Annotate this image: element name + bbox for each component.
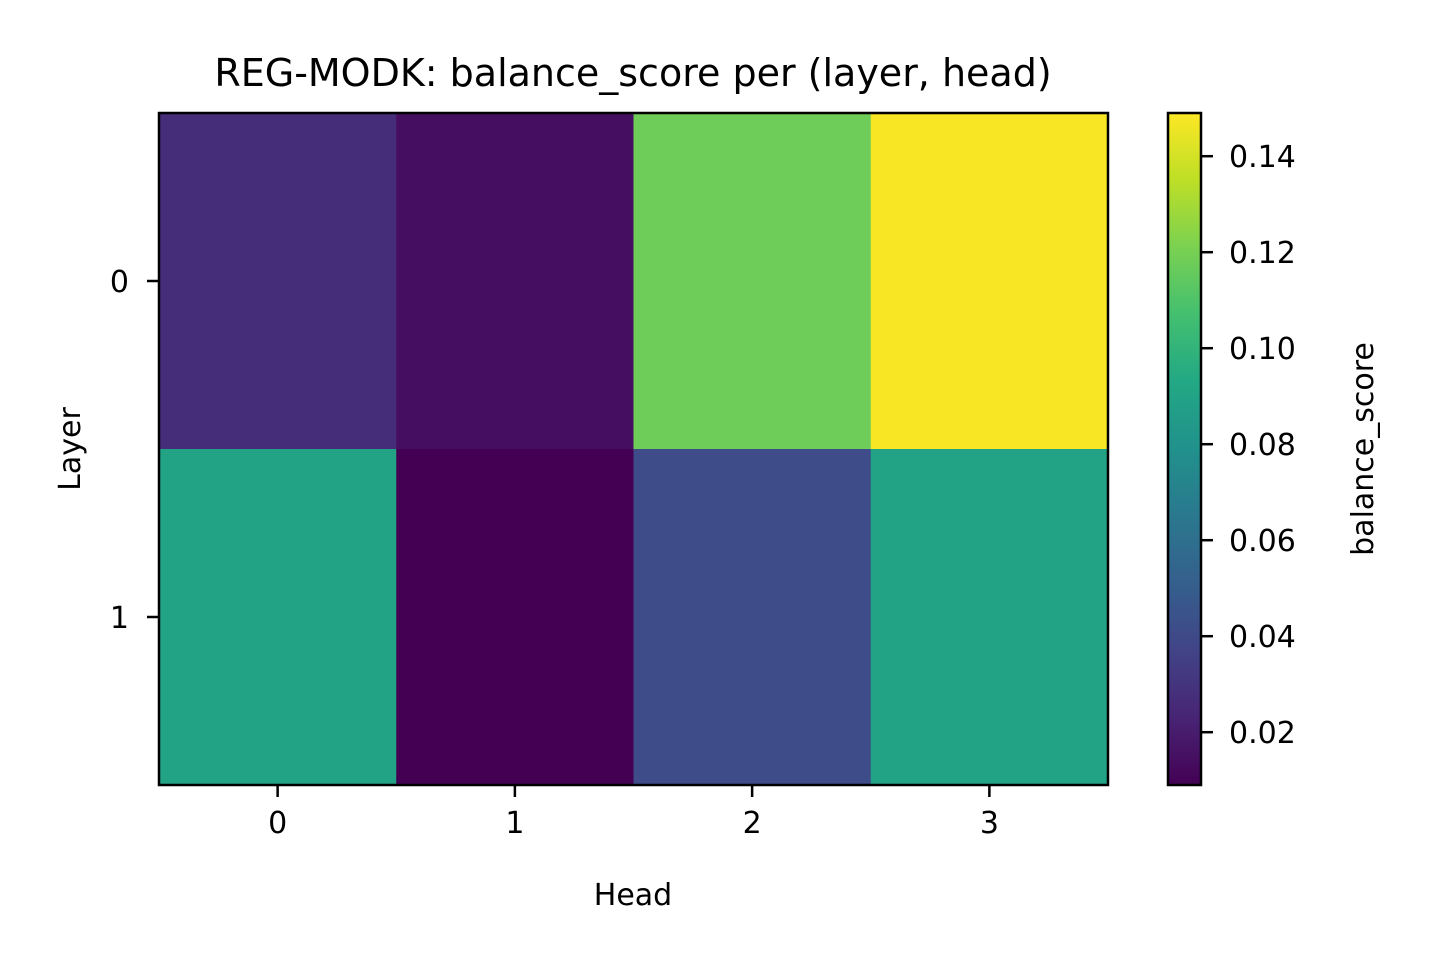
x-tick-label: 2 [743,806,762,841]
x-tick-label: 0 [268,806,287,841]
heatmap-cell-layer1-head3 [870,449,1109,786]
heatmap-cell-layer1-head0 [159,449,397,786]
x-axis-label: Head [594,878,672,913]
colorbar-tick-label: 0.10 [1229,332,1296,367]
colorbar-tick-label: 0.14 [1229,140,1296,175]
colorbar-tick-label: 0.06 [1229,524,1296,559]
heatmap-cell-layer0-head3 [870,113,1109,450]
plot-frame [157,111,1110,787]
x-axis-ticks: 0 1 2 3 [268,785,999,841]
colorbar-tick-label: 0.04 [1229,620,1296,655]
x-tick-label: 1 [505,806,524,841]
y-tick-label: 1 [110,601,129,636]
heatmap-cell-layer0-head1 [396,113,634,450]
colorbar-label: balance_score [1346,342,1381,556]
colorbar-frame [1166,111,1203,787]
colorbar-ticks: 0.02 0.04 0.06 0.08 0.10 0.12 0.14 [1201,140,1296,751]
x-tick-label: 3 [980,806,999,841]
heatmap-cell-layer0-head2 [633,113,872,450]
y-axis-label: Layer [53,407,88,491]
heatmap-cell-layer1-head2 [633,449,872,786]
chart-title: REG-MODK: balance_score per (layer, head… [214,51,1051,95]
colorbar-tick-label: 0.02 [1229,716,1296,751]
y-tick-label: 0 [110,265,129,300]
colorbar [1168,113,1201,785]
colorbar-tick-label: 0.12 [1229,236,1296,271]
heatmap-cell-layer1-head1 [396,449,634,786]
y-axis-ticks: 01 [110,265,159,636]
heatmap-cells [159,113,1109,786]
colorbar-tick-label: 0.08 [1229,428,1296,463]
heatmap-cell-layer0-head0 [159,113,397,450]
